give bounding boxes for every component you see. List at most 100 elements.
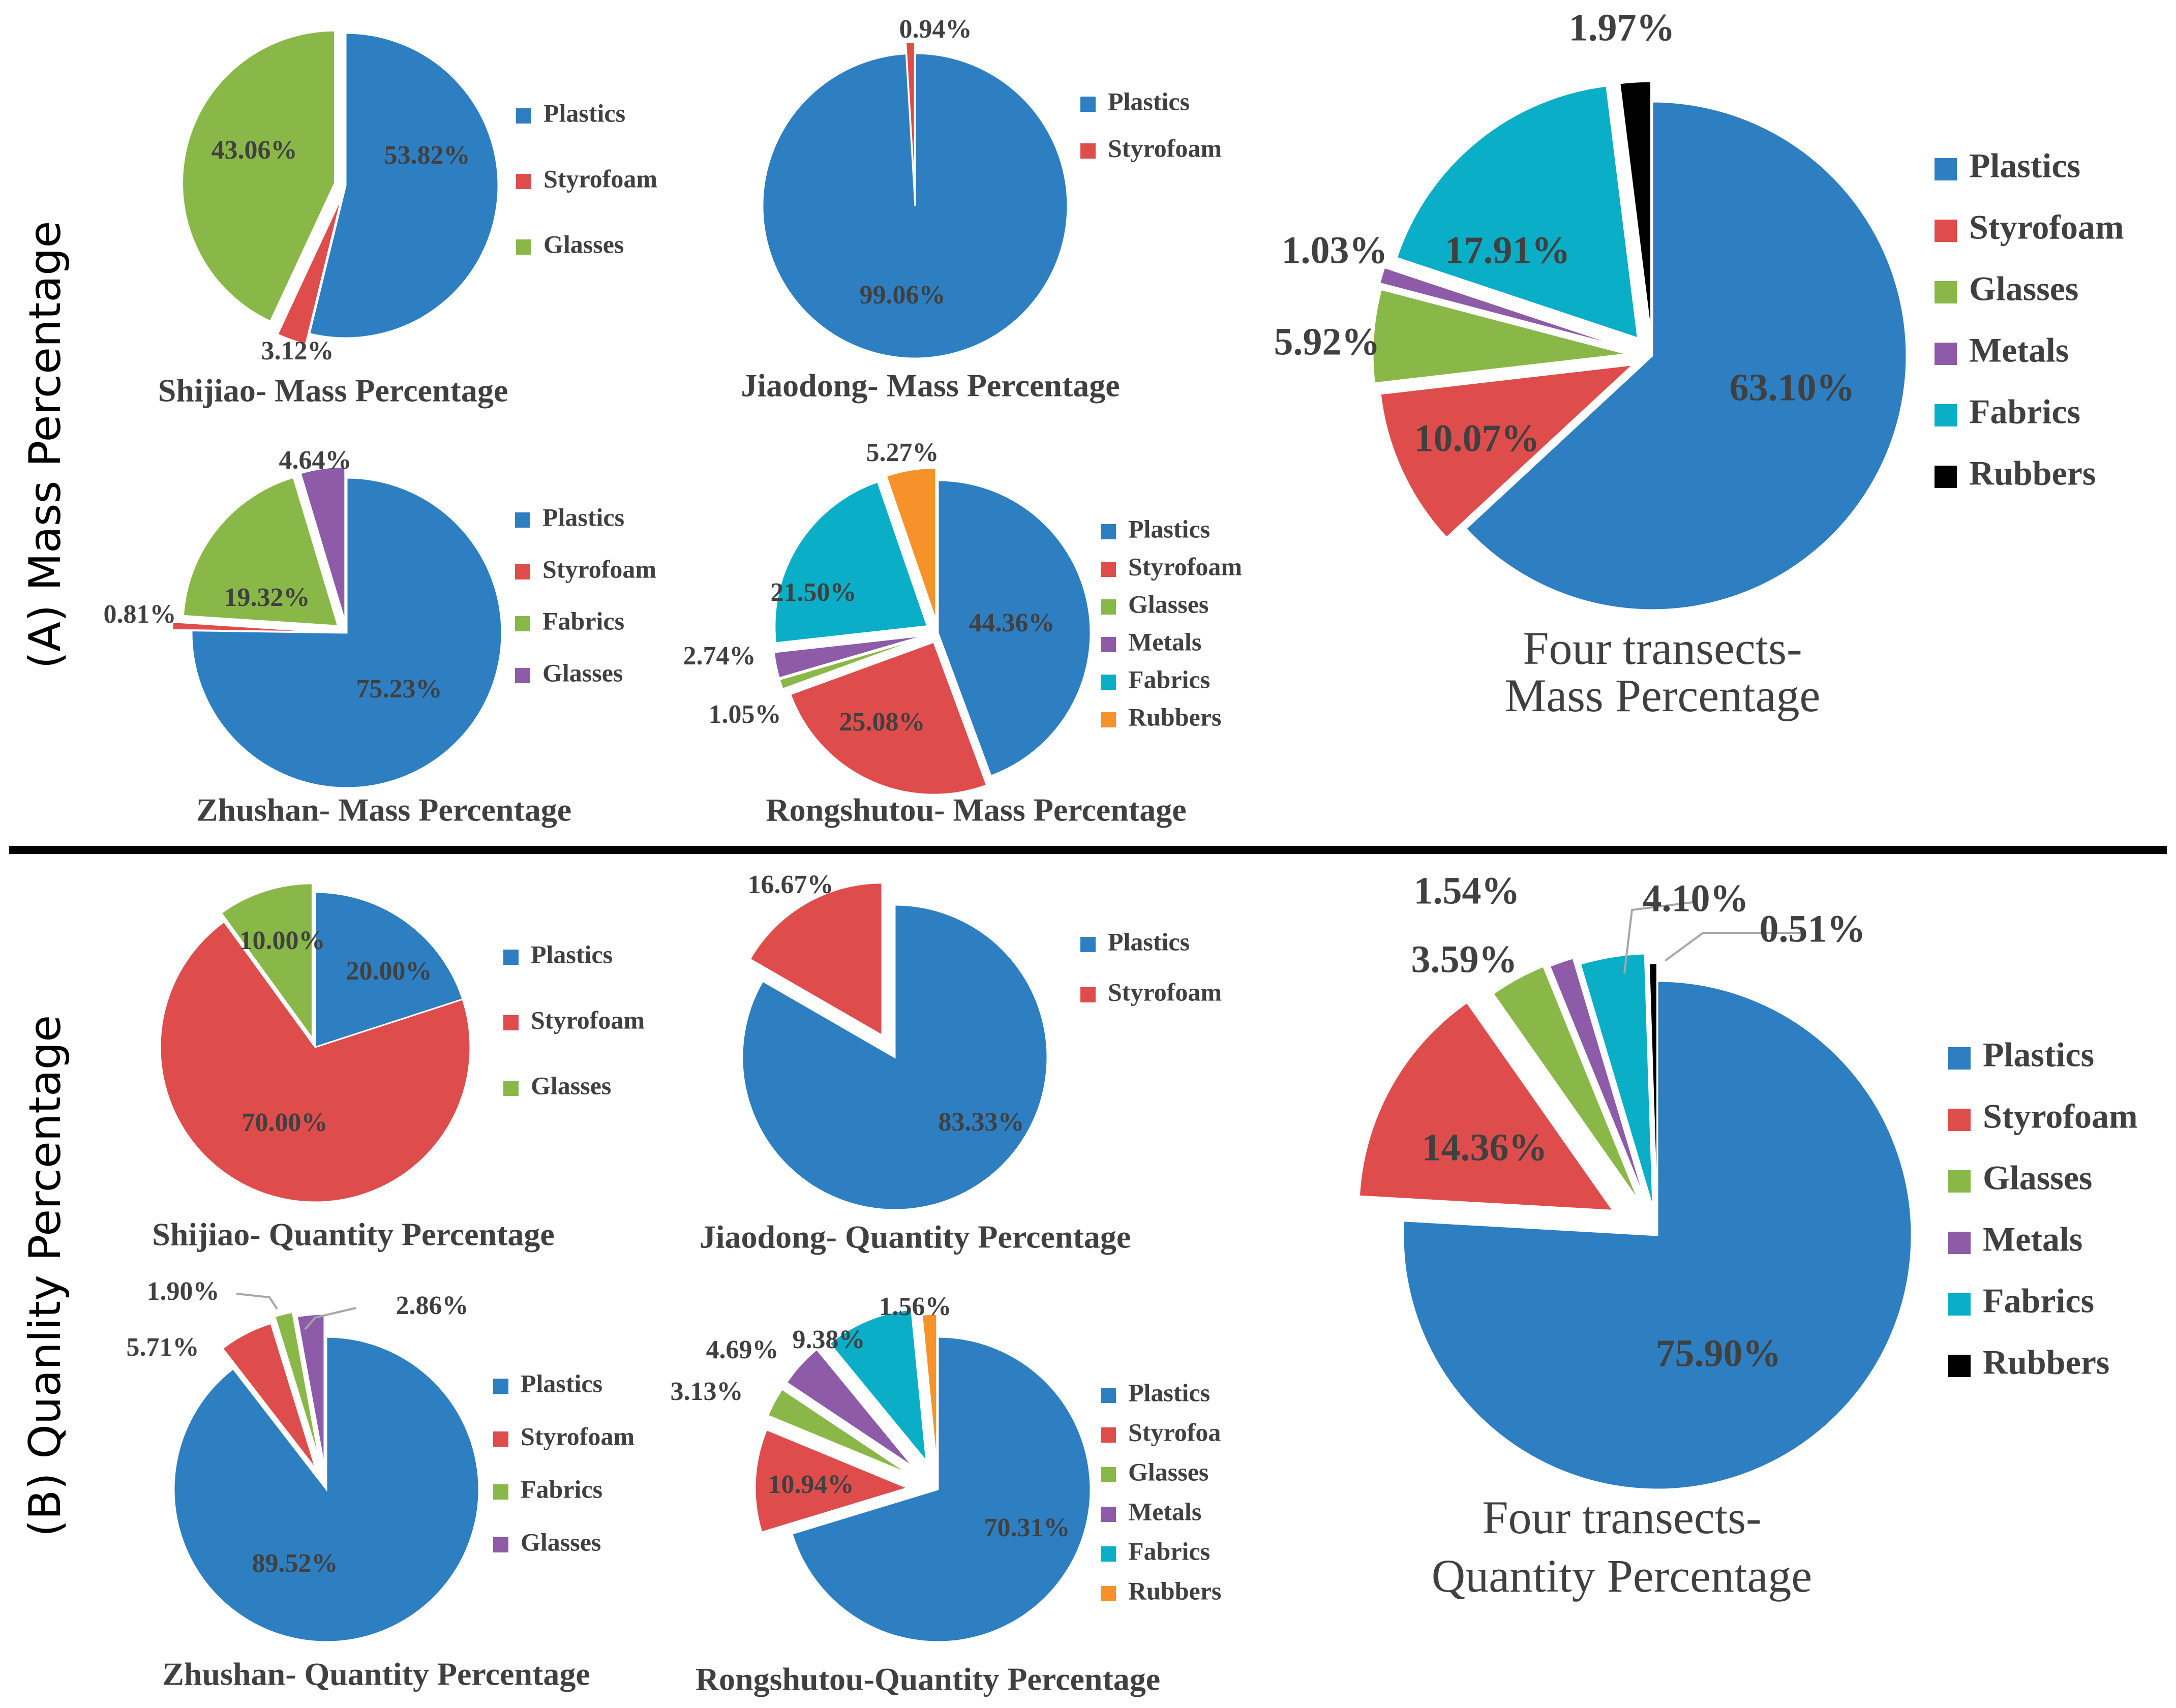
four-mass-legend-swatch-styrofoam <box>1935 220 1957 242</box>
shijiao-mass-legend-label-glasses: Glasses <box>543 230 624 258</box>
zhushan-mass-slice-plastics <box>191 477 503 789</box>
four-quantity-chart: 75.90% 14.36% 3.59% 1.54% 4.10% 0.51% Four tra… <box>1358 869 2138 1602</box>
jiaodong-mass-legend-swatch-plastics <box>1080 97 1096 112</box>
rongshutou-quantity-legend-label-metals: Metals <box>1128 1497 1201 1526</box>
shijiao-quantity-slice-styrofoam <box>159 921 471 1203</box>
rongshutou-mass-legend-label-rubbers: Rubbers <box>1128 703 1221 731</box>
rongshutou-mass-legend: Plastics Styrofoam Glasses Metals Fabrics Rub… <box>1101 514 1242 731</box>
rongshutou-mass-label-fabrics: 21.50% <box>771 578 857 607</box>
four-mass-slice-plastics <box>1465 101 1908 611</box>
rongshutou-mass-legend-swatch-rubbers <box>1101 712 1116 727</box>
rongshutou-mass-slice-fabrics <box>774 481 928 644</box>
shijiao-mass-label-glasses: 43.06% <box>211 136 297 165</box>
rongshutou-quantity-slice-metals <box>785 1348 914 1468</box>
shijiao-quantity-title: Shijiao- Quantity Percentage <box>152 1216 555 1253</box>
rongshutou-quantity-slice-rubbers <box>921 1313 938 1467</box>
jiaodong-quantity-legend-label-styrofoam: Styrofoam <box>1108 978 1222 1006</box>
four-mass-label-glasses: 5.92% <box>1274 320 1380 363</box>
four-mass-legend: Plastics Styrofoam Glasses Metals Fabrics Rub… <box>1935 146 2124 493</box>
rongshutou-quantity-legend-swatch-glasses <box>1101 1467 1116 1482</box>
jiaodong-mass-label-styrofoam: 0.94% <box>899 15 972 44</box>
four-quantity-label-glasses: 3.59% <box>1411 938 1518 981</box>
four-quantity-legend-label-rubbers: Rubbers <box>1983 1343 2109 1382</box>
zhushan-mass-label-styrofoam: 0.81% <box>104 600 176 629</box>
rongshutou-mass-label-glasses: 1.05% <box>709 700 781 729</box>
panel-b-label: (B) Quanlity Percentage <box>20 1015 71 1537</box>
shijiao-quantity-legend-swatch-plastics <box>503 950 519 965</box>
four-quantity-title-line-1: Four transects- <box>1482 1491 1761 1543</box>
shijiao-quantity-chart: 20.00% 70.00% 10.00% Shijiao- Quantity Perc… <box>152 882 645 1253</box>
zhushan-quantity-chart: 89.52% 5.71% 1.90% 2.86% Zhushan- Quantity P… <box>127 1277 635 1692</box>
charts-layer: 53.82% 3.12% 43.06% Shijiao- Mass Percentag… <box>104 6 2138 1697</box>
rongshutou-mass-legend-label-plastics: Plastics <box>1128 514 1210 543</box>
rongshutou-mass-label-plastics: 44.36% <box>969 608 1055 637</box>
rongshutou-mass-legend-swatch-fabrics <box>1101 675 1116 690</box>
four-mass-legend-label-metals: Metals <box>1969 331 2069 370</box>
zhushan-quantity-legend-swatch-glasses <box>493 1537 508 1552</box>
four-mass-legend-swatch-glasses <box>1935 281 1957 303</box>
shijiao-quantity-label-glasses: 10.00% <box>239 926 325 955</box>
shijiao-quantity-legend-label-plastics: Plastics <box>531 940 613 968</box>
four-mass-slice-metals <box>1378 266 1626 349</box>
zhushan-mass-label-glasses: 4.64% <box>279 446 352 475</box>
rongshutou-mass-label-rubbers: 5.27% <box>866 438 939 467</box>
four-mass-legend-label-fabrics: Fabrics <box>1969 392 2080 431</box>
jiaodong-quantity-legend: Plastics Styrofoam <box>1080 927 1222 1006</box>
zhushan-mass-legend-label-fabrics: Fabrics <box>542 606 624 635</box>
rongshutou-mass-slice-rubbers <box>885 467 937 621</box>
four-mass-title-line-2: Mass Percentage <box>1505 669 1821 721</box>
rongshutou-quantity-slice-glasses <box>767 1388 910 1475</box>
four-mass-slice-fabrics <box>1396 85 1639 340</box>
rongshutou-quantity-label-metals: 4.69% <box>706 1335 779 1364</box>
zhushan-mass-slice-styrofoam <box>171 621 328 633</box>
rongshutou-quantity-legend-label-rubbers: Rubbers <box>1128 1576 1221 1605</box>
shijiao-mass-title: Shijiao- Mass Percentage <box>158 373 508 409</box>
jiaodong-quantity-label-styrofoam: 16.67% <box>748 870 834 899</box>
shijiao-quantity-legend-swatch-styrofoam <box>503 1015 519 1030</box>
jiaodong-mass-legend-label-plastics: Plastics <box>1108 87 1190 115</box>
four-quantity-label-metals: 1.54% <box>1414 869 1520 912</box>
jiaodong-mass-slice-plastics <box>762 52 1069 359</box>
zhushan-quantity-legend: Plastics Styrofoam Fabrics Glasses <box>493 1369 634 1556</box>
jiaodong-mass-label-plastics: 99.06% <box>860 281 946 310</box>
four-quantity-leader-line-1 <box>1623 901 1694 974</box>
rongshutou-mass-legend-label-metals: Metals <box>1128 627 1201 656</box>
shijiao-quantity-label-plastics: 20.00% <box>346 957 432 986</box>
zhushan-quantity-label-glasses: 2.86% <box>396 1291 469 1320</box>
four-mass-legend-swatch-plastics <box>1935 158 1957 180</box>
jiaodong-mass-legend-swatch-styrofoam <box>1080 143 1096 159</box>
shijiao-mass-slice-glasses <box>182 29 336 323</box>
shijiao-mass-slice-styrofoam <box>276 196 343 345</box>
rongshutou-mass-title: Rongshutou- Mass Percentage <box>766 792 1186 828</box>
four-quantity-leader-line-0 <box>1664 932 1802 962</box>
rongshutou-quantity-label-glasses: 3.13% <box>671 1377 743 1406</box>
rongshutou-quantity-slice-plastics <box>791 1336 1092 1643</box>
rongshutou-quantity-legend-swatch-plastics <box>1101 1388 1116 1403</box>
zhushan-quantity-legend-swatch-styrofoam <box>493 1431 508 1447</box>
zhushan-quantity-slice-styrofoam <box>221 1322 317 1470</box>
four-quantity-legend-label-fabrics: Fabrics <box>1983 1282 2094 1320</box>
rongshutou-quantity-label-rubbers: 1.56% <box>879 1292 952 1321</box>
shijiao-quantity-legend: Plastics Styrofoam Glasses <box>503 940 645 1100</box>
zhushan-quantity-slice-plastics <box>173 1336 480 1643</box>
zhushan-mass-legend-swatch-fabrics <box>515 616 530 631</box>
rongshutou-mass-legend-swatch-styrofoam <box>1101 562 1116 577</box>
zhushan-quantity-legend-swatch-plastics <box>493 1379 508 1394</box>
rongshutou-mass-legend-swatch-glasses <box>1101 599 1116 615</box>
shijiao-quantity-legend-label-styrofoam: Styrofoam <box>531 1005 645 1034</box>
shijiao-mass-legend-swatch-glasses <box>516 239 531 255</box>
jiaodong-quantity-slice-plastics <box>741 904 1048 1211</box>
jiaodong-mass-legend-label-styrofoam: Styrofoam <box>1108 134 1222 162</box>
zhushan-mass-legend-label-plastics: Plastics <box>542 503 624 531</box>
shijiao-mass-legend: Plastics Styrofoam Glasses <box>516 99 657 258</box>
four-quantity-slice-metals <box>1549 957 1647 1202</box>
zhushan-quantity-legend-label-fabrics: Fabrics <box>521 1475 602 1503</box>
four-mass-legend-swatch-rubbers <box>1935 466 1957 488</box>
four-quantity-label-styrofoam: 14.36% <box>1422 1126 1548 1169</box>
rongshutou-quantity-slice-fabrics <box>828 1308 928 1464</box>
rongshutou-quantity-legend-swatch-fabrics <box>1101 1546 1116 1562</box>
four-quantity-legend-label-plastics: Plastics <box>1983 1035 2094 1074</box>
rongshutou-mass-chart: 44.36% 25.08% 1.05% 2.74% 21.50% 5.27% Rongshu… <box>683 438 1243 828</box>
zhushan-quantity-legend-swatch-fabrics <box>493 1484 508 1500</box>
